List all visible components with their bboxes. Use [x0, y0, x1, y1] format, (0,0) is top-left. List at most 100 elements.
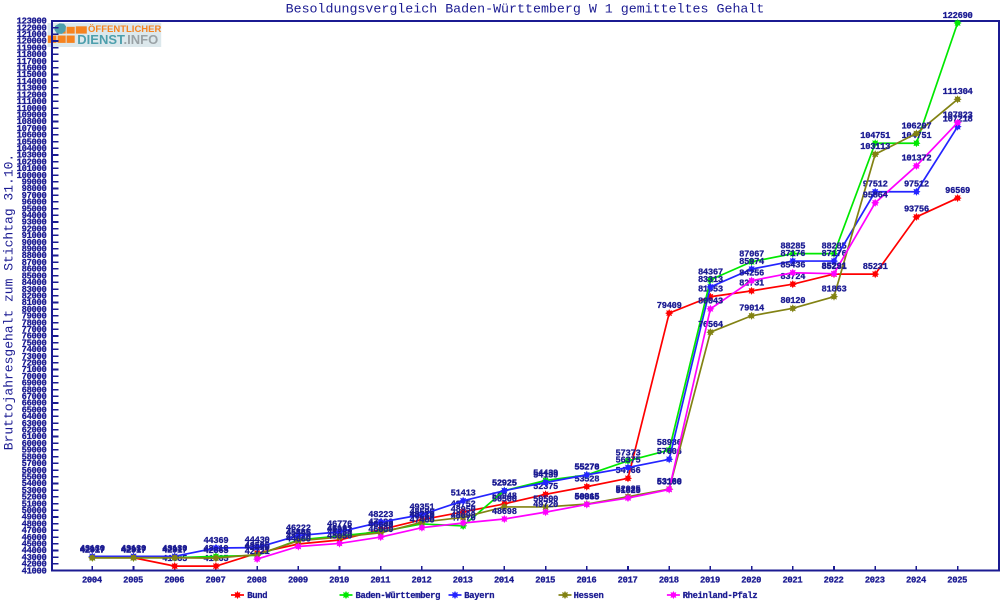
- svg-text:114000: 114000: [17, 77, 47, 87]
- svg-text:43000: 43000: [22, 553, 47, 563]
- svg-text:44430: 44430: [245, 535, 270, 545]
- svg-text:42917: 42917: [80, 546, 105, 556]
- svg-text:117000: 117000: [17, 57, 47, 67]
- svg-text:46776: 46776: [327, 520, 352, 530]
- svg-text:60000: 60000: [22, 439, 47, 449]
- svg-text:52925: 52925: [492, 478, 517, 488]
- svg-text:Hessen: Hessen: [574, 591, 604, 600]
- svg-text:53000: 53000: [22, 486, 47, 496]
- svg-text:70000: 70000: [22, 372, 47, 382]
- svg-text:80120: 80120: [780, 296, 805, 306]
- svg-text:69000: 69000: [22, 379, 47, 389]
- svg-text:Bund: Bund: [247, 591, 267, 600]
- svg-text:84000: 84000: [22, 278, 47, 288]
- svg-text:108000: 108000: [17, 117, 47, 127]
- svg-text:100000: 100000: [17, 171, 47, 181]
- svg-text:48098: 48098: [451, 511, 476, 521]
- svg-text:55270: 55270: [574, 463, 599, 473]
- svg-text:79409: 79409: [657, 301, 682, 311]
- svg-text:Besoldungsvergleich Baden-Würt: Besoldungsvergleich Baden-Württemberg W …: [286, 2, 765, 17]
- svg-text:88285: 88285: [822, 241, 847, 251]
- svg-text:46000: 46000: [22, 533, 47, 543]
- svg-text:42917: 42917: [162, 546, 187, 556]
- svg-text:2006: 2006: [164, 575, 184, 585]
- svg-text:42721: 42721: [245, 547, 270, 557]
- svg-text:97512: 97512: [863, 180, 888, 190]
- svg-text:85231: 85231: [822, 262, 847, 272]
- svg-text:85436: 85436: [780, 261, 805, 271]
- svg-text:88000: 88000: [22, 251, 47, 261]
- svg-text:110000: 110000: [17, 104, 47, 114]
- svg-text:49351: 49351: [409, 502, 434, 512]
- svg-text:2012: 2012: [412, 575, 432, 585]
- svg-text:105000: 105000: [17, 137, 47, 147]
- svg-text:2020: 2020: [741, 575, 761, 585]
- svg-text:51413: 51413: [451, 489, 476, 499]
- svg-text:42917: 42917: [80, 546, 105, 556]
- svg-text:74000: 74000: [22, 345, 47, 355]
- svg-text:2008: 2008: [247, 575, 267, 585]
- svg-text:50000: 50000: [22, 506, 47, 516]
- svg-text:2024: 2024: [906, 575, 927, 585]
- svg-text:52025: 52025: [616, 484, 641, 494]
- svg-text:76000: 76000: [22, 332, 47, 342]
- svg-text:43400: 43400: [245, 542, 270, 552]
- svg-text:76564: 76564: [698, 320, 724, 330]
- svg-text:97000: 97000: [22, 191, 47, 201]
- svg-text:42000: 42000: [22, 560, 47, 570]
- svg-text:48223: 48223: [368, 510, 393, 520]
- svg-text:84367: 84367: [698, 268, 723, 278]
- svg-text:63000: 63000: [22, 419, 47, 429]
- svg-text:42917: 42917: [121, 546, 146, 556]
- svg-text:43130: 43130: [162, 544, 187, 554]
- svg-text:82000: 82000: [22, 291, 47, 301]
- svg-text:115000: 115000: [17, 70, 47, 80]
- svg-text:113000: 113000: [17, 84, 47, 94]
- svg-text:94000: 94000: [22, 211, 47, 221]
- svg-text:49000: 49000: [22, 513, 47, 523]
- svg-text:80043: 80043: [698, 297, 723, 307]
- svg-text:53100: 53100: [657, 477, 682, 487]
- svg-text:2007: 2007: [206, 575, 226, 585]
- svg-text:48698: 48698: [492, 507, 517, 517]
- svg-text:96569: 96569: [945, 186, 970, 196]
- svg-text:50948: 50948: [492, 492, 517, 502]
- svg-text:99000: 99000: [22, 177, 47, 187]
- svg-text:79000: 79000: [22, 312, 47, 322]
- svg-text:57373: 57373: [616, 449, 641, 459]
- svg-text:48219: 48219: [409, 510, 434, 520]
- svg-text:62000: 62000: [22, 426, 47, 436]
- svg-text:85000: 85000: [22, 271, 47, 281]
- svg-text:61000: 61000: [22, 432, 47, 442]
- svg-text:54139: 54139: [533, 470, 558, 480]
- svg-text:107000: 107000: [17, 124, 47, 134]
- svg-text:2005: 2005: [123, 575, 143, 585]
- svg-text:42865: 42865: [203, 546, 228, 556]
- svg-text:84256: 84256: [739, 268, 764, 278]
- svg-text:2025: 2025: [947, 575, 967, 585]
- svg-text:93756: 93756: [904, 205, 929, 215]
- svg-text:2016: 2016: [576, 575, 596, 585]
- svg-text:56000: 56000: [22, 466, 47, 476]
- svg-text:DIENST.INFO: DIENST.INFO: [77, 32, 158, 47]
- svg-text:85974: 85974: [739, 257, 765, 267]
- svg-text:Rheinland-Pfalz: Rheinland-Pfalz: [683, 591, 758, 600]
- svg-text:2010: 2010: [329, 575, 349, 585]
- svg-text:55278: 55278: [574, 463, 599, 473]
- svg-text:ÖFFENTLICHER: ÖFFENTLICHER: [88, 24, 161, 35]
- svg-text:101372: 101372: [901, 154, 931, 164]
- svg-text:107823: 107823: [943, 110, 973, 120]
- svg-text:51000: 51000: [22, 499, 47, 509]
- svg-text:47000: 47000: [22, 526, 47, 536]
- svg-text:96000: 96000: [22, 198, 47, 208]
- svg-text:44369: 44369: [203, 536, 228, 546]
- svg-text:2018: 2018: [659, 575, 679, 585]
- svg-text:2023: 2023: [865, 575, 885, 585]
- svg-text:2014: 2014: [494, 575, 515, 585]
- svg-text:73000: 73000: [22, 352, 47, 362]
- svg-text:83000: 83000: [22, 285, 47, 295]
- svg-text:111304: 111304: [943, 87, 974, 97]
- svg-text:106000: 106000: [17, 131, 47, 141]
- svg-text:44600: 44600: [286, 534, 311, 544]
- svg-text:2009: 2009: [288, 575, 308, 585]
